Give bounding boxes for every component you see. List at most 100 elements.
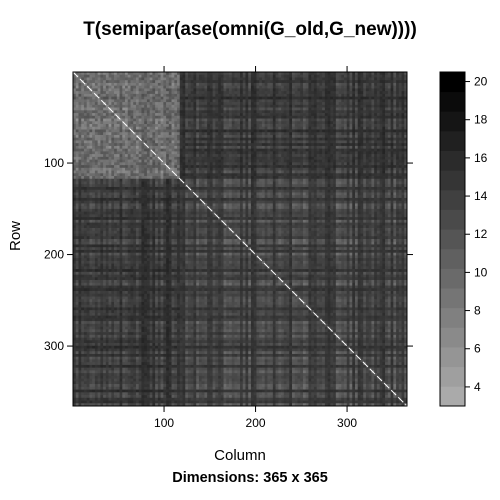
heatmap-cell [163, 143, 167, 147]
heatmap-cell [404, 80, 408, 84]
heatmap-cell [174, 145, 178, 150]
heatmap-cell [259, 102, 263, 106]
heatmap-cell [297, 154, 301, 158]
heatmap-cell [387, 124, 391, 128]
heatmap-cell [324, 88, 328, 92]
heatmap-cell [330, 170, 334, 174]
heatmap-cell [396, 72, 400, 76]
heatmap-cell [122, 102, 126, 106]
heatmap-cell [250, 91, 255, 95]
heatmap-cell [278, 145, 282, 150]
heatmap-cell [382, 74, 386, 78]
heatmap-cell [401, 80, 405, 84]
heatmap-cell [360, 72, 364, 76]
heatmap-cell [89, 134, 93, 139]
heatmap-cell [272, 82, 276, 87]
heatmap-cell [253, 178, 257, 182]
heatmap-cell [264, 132, 268, 136]
heatmap-cell [396, 162, 400, 166]
heatmap-cell [300, 107, 304, 111]
heatmap-cell [245, 162, 249, 166]
heatmap-cell [365, 80, 370, 84]
heatmap-cell [324, 80, 328, 84]
heatmap-cell [349, 107, 353, 111]
heatmap-cell [94, 85, 98, 89]
heatmap-cell [78, 170, 82, 174]
heatmap-cell [163, 72, 167, 76]
heatmap-cell [157, 107, 161, 111]
heatmap-cell [138, 115, 142, 119]
heatmap-cell [346, 181, 350, 185]
heatmap-cell [390, 126, 394, 130]
heatmap-cell [86, 159, 90, 163]
heatmap-cell [89, 77, 93, 81]
heatmap-cell [105, 176, 109, 180]
heatmap-cell [155, 96, 159, 100]
heatmap-cell [127, 140, 131, 144]
heatmap-cell [330, 124, 334, 128]
heatmap-cell [226, 102, 230, 106]
heatmap-cell [135, 156, 140, 160]
heatmap-cell [226, 143, 230, 147]
heatmap-cell [144, 134, 148, 139]
heatmap-cell [250, 104, 255, 108]
heatmap-cell [319, 99, 323, 103]
heatmap-cell [333, 143, 337, 147]
heatmap-cell [73, 178, 77, 182]
heatmap-cell [344, 110, 348, 114]
heatmap-cell [344, 102, 348, 106]
heatmap-cell [363, 82, 367, 87]
heatmap-cell [144, 151, 148, 155]
heatmap-cell [122, 167, 126, 171]
heatmap-cell [368, 113, 372, 117]
heatmap-cell [171, 126, 175, 130]
heatmap-cell [229, 167, 233, 171]
heatmap-cell [363, 124, 367, 128]
heatmap-cell [135, 148, 140, 152]
heatmap-cell [341, 107, 345, 111]
heatmap-cell [234, 140, 238, 144]
heatmap-cell [302, 132, 307, 136]
heatmap-cell [316, 165, 320, 169]
heatmap-cell [261, 115, 265, 119]
heatmap-cell [250, 74, 255, 78]
heatmap-cell [157, 181, 161, 185]
heatmap-cell [94, 110, 98, 114]
heatmap-cell [357, 170, 361, 174]
heatmap-cell [261, 181, 265, 185]
heatmap-cell [130, 113, 134, 117]
heatmap-cell [311, 91, 315, 95]
heatmap-cell [75, 102, 79, 106]
heatmap-cell [308, 170, 312, 174]
heatmap-cell [133, 113, 137, 117]
heatmap-cell [357, 140, 361, 144]
heatmap-cell [141, 165, 145, 169]
heatmap-cell [111, 140, 115, 144]
heatmap-cell [201, 88, 205, 92]
heatmap-cell [281, 104, 285, 108]
heatmap-cell [267, 132, 271, 136]
heatmap-cell [130, 173, 134, 177]
heatmap-cell [297, 74, 301, 78]
heatmap-cell [390, 88, 394, 92]
heatmap-cell [256, 143, 260, 147]
heatmap-cell [144, 88, 148, 92]
heatmap-cell [212, 132, 216, 136]
heatmap-cell [374, 91, 378, 95]
heatmap-cell [155, 113, 159, 117]
heatmap-cell [182, 88, 186, 92]
heatmap-cell [97, 132, 101, 136]
heatmap-cell [182, 156, 186, 160]
heatmap-cell [341, 134, 345, 139]
heatmap-cell [261, 154, 265, 158]
heatmap-cell [193, 140, 197, 144]
heatmap-cell [141, 159, 145, 163]
heatmap-cell [111, 113, 115, 117]
heatmap-cell [401, 99, 405, 103]
heatmap-cell [281, 173, 285, 177]
heatmap-cell [335, 178, 339, 182]
heatmap-cell [401, 121, 405, 125]
heatmap-cell [135, 96, 140, 100]
heatmap-cell [240, 113, 244, 117]
heatmap-cell [382, 77, 386, 81]
